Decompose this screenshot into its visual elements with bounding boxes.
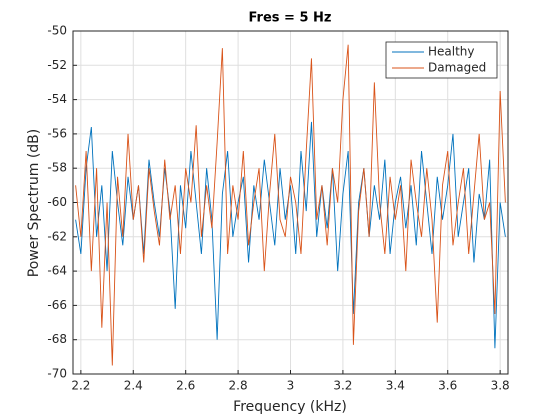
y-tick-label: -64	[47, 264, 67, 278]
chart-title: Fres = 5 Hz	[249, 11, 332, 26]
x-tick-label: 2.2	[71, 379, 90, 393]
legend-label: Healthy	[428, 45, 475, 59]
y-tick-label: -60	[47, 195, 67, 209]
x-axis-label: Frequency (kHz)	[233, 399, 347, 415]
x-tick-label: 3.8	[491, 379, 510, 393]
x-tick-label: 2.6	[176, 379, 195, 393]
y-tick-label: -54	[47, 92, 67, 106]
x-tick-label: 2.8	[229, 379, 248, 393]
y-axis-label: Power Spectrum (dB)	[26, 129, 42, 277]
series-line	[75, 44, 506, 366]
x-tick-label: 3.4	[386, 379, 405, 393]
y-tick-label: -56	[47, 126, 67, 140]
plot-frame	[72, 30, 509, 375]
y-tick-label: -66	[47, 298, 67, 312]
y-tick-label: -62	[47, 229, 67, 243]
x-tick-label: 3.2	[333, 379, 352, 393]
x-tick-label: 3	[287, 379, 295, 393]
legend-label: Damaged	[428, 61, 486, 75]
y-tick-label: -52	[47, 58, 67, 72]
y-tick-label: -68	[47, 332, 67, 346]
x-tick-label: 3.6	[438, 379, 457, 393]
x-tick-label: 2.4	[124, 379, 143, 393]
y-tick-label: -50	[47, 24, 67, 38]
legend-box	[385, 41, 498, 79]
y-tick-label: -70	[47, 367, 67, 381]
series-line	[75, 121, 506, 349]
y-tick-label: -58	[47, 161, 67, 175]
